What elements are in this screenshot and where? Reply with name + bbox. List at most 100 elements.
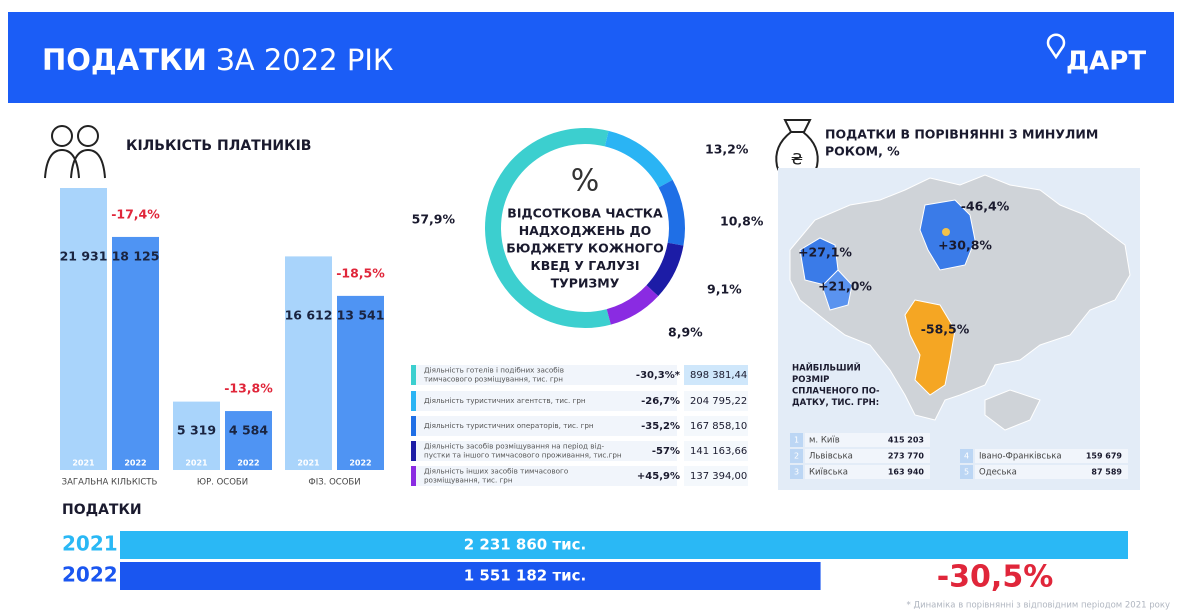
map-crimea bbox=[984, 389, 1041, 431]
payer-year: 2022 bbox=[124, 459, 146, 468]
map-change-label: -58,5% bbox=[921, 322, 970, 337]
map-country bbox=[789, 174, 1131, 421]
taxes-year: 2021 bbox=[62, 532, 118, 556]
title-bold: ПОДАТКИ bbox=[42, 43, 207, 77]
table-row-value: 204 795,22 bbox=[690, 396, 747, 407]
payers-title: КІЛЬКІСТЬ ПЛАТНИКІВ bbox=[126, 138, 311, 154]
rank-box bbox=[960, 465, 973, 479]
header-title: ПОДАТКИ ЗА 2022 РІК bbox=[42, 43, 394, 77]
payer-year: 2021 bbox=[72, 459, 95, 468]
logo-pin bbox=[1046, 33, 1066, 60]
table-row-label: пустки та іншого тимчасового проживання,… bbox=[424, 451, 622, 460]
table-value-bg bbox=[684, 466, 748, 486]
table-row-label: Діяльність туристичних операторів, тис. … bbox=[424, 421, 594, 430]
rank-number: 1 bbox=[794, 436, 799, 445]
payer-change: -13,8% bbox=[224, 381, 273, 396]
map-change-label: +21,0% bbox=[818, 279, 872, 294]
rank-row-bg bbox=[805, 449, 930, 463]
map-legend-title: ДАТКУ, ТИС. ГРН: bbox=[792, 398, 879, 408]
payer-bar bbox=[112, 236, 159, 470]
rank-box bbox=[790, 465, 803, 479]
map-title: РОКОМ, % bbox=[825, 144, 900, 159]
payer-bar bbox=[173, 401, 220, 470]
map-legend-title: НАЙБІЛЬШИЙ bbox=[792, 362, 861, 374]
rank-name: Київська bbox=[809, 468, 848, 478]
donut-center-text: БЮДЖЕТУ КОЖНОГО bbox=[506, 241, 664, 256]
donut-symbol: % bbox=[571, 164, 600, 199]
table-row-label: розміщування, тис. грн bbox=[424, 476, 513, 485]
payer-year: 2021 bbox=[185, 459, 208, 468]
map-odesa-region bbox=[904, 299, 956, 396]
donut-value-label: 13,2% bbox=[705, 142, 749, 157]
payer-value-label: 5 319 bbox=[177, 423, 216, 438]
donut-segment bbox=[658, 179, 685, 246]
table-row-change: -35,2% bbox=[641, 421, 680, 432]
table-row-label: Діяльність інших засобів тимчасового bbox=[424, 467, 568, 476]
map-legend-title: СПЛАЧЕНОГО ПО- bbox=[792, 387, 880, 397]
header-band bbox=[8, 12, 1174, 103]
taxes-year: 2022 bbox=[62, 563, 118, 587]
svg-text:₴: ₴ bbox=[791, 150, 803, 169]
table-row-label: тимчасового розміщування, тис. грн bbox=[424, 375, 563, 384]
map-change-label: +30,8% bbox=[938, 238, 992, 253]
table-row-label: Діяльність засобів розміщування на періо… bbox=[424, 442, 604, 451]
logo: ДАРТ bbox=[1066, 47, 1146, 77]
payer-group-label: ЗАГАЛЬНА КІЛЬКІСТЬ bbox=[62, 478, 158, 488]
donut-center-text: НАДХОДЖЕНЬ ДО bbox=[519, 223, 652, 238]
donut-value-label: 10,8% bbox=[720, 214, 764, 229]
table-row-bg bbox=[411, 391, 677, 411]
payer-year: 2022 bbox=[237, 459, 259, 468]
table-row-bg bbox=[411, 441, 677, 461]
map-change-label: -46,4% bbox=[961, 199, 1010, 214]
table-value-bg bbox=[684, 365, 748, 385]
taxes-title: ПОДАТКИ bbox=[62, 502, 142, 518]
payer-bar bbox=[60, 188, 107, 470]
rank-box bbox=[960, 449, 973, 463]
table-row-marker bbox=[411, 466, 416, 486]
rank-number: 5 bbox=[964, 468, 969, 477]
table-row-change: -57% bbox=[652, 446, 680, 457]
payer-value-label: 16 612 bbox=[285, 307, 333, 322]
table-row-marker bbox=[411, 416, 416, 436]
payer-value-label: 4 584 bbox=[229, 423, 268, 438]
rank-value: 273 770 bbox=[888, 452, 925, 461]
table-row-marker bbox=[411, 441, 416, 461]
table-row-marker bbox=[411, 391, 416, 411]
donut-center-text: ВІДСОТКОВА ЧАСТКА bbox=[507, 206, 663, 221]
payer-change: -17,4% bbox=[111, 206, 160, 221]
rank-number: 2 bbox=[794, 452, 799, 461]
map-ifrankivsk-region bbox=[821, 269, 853, 311]
payer-value-label: 13 541 bbox=[337, 307, 385, 322]
table-row-value: 898 381,44 bbox=[690, 370, 747, 381]
table-value-bg bbox=[684, 391, 748, 411]
rank-number: 3 bbox=[794, 468, 799, 477]
rank-box bbox=[790, 433, 803, 447]
footnote: * Динаміка в порівнянні з відповідним пе… bbox=[907, 601, 1171, 611]
rank-row-bg bbox=[975, 465, 1128, 479]
taxes-change: -30,5% bbox=[937, 560, 1054, 595]
table-value-bg bbox=[684, 416, 748, 436]
table-row-value: 141 163,66 bbox=[690, 446, 747, 457]
payer-year: 2021 bbox=[297, 459, 320, 468]
map-legend-title: РОЗМІР bbox=[792, 375, 829, 385]
taxes-bar bbox=[120, 562, 821, 590]
donut-center-text: КВЕД У ГАЛУЗІ bbox=[531, 258, 640, 273]
table-row-change: -30,3%* bbox=[636, 370, 681, 381]
table-row-bg bbox=[411, 466, 677, 486]
rank-row-bg bbox=[975, 449, 1128, 463]
taxes-bar bbox=[120, 531, 1128, 559]
rank-row-bg bbox=[805, 465, 930, 479]
rank-value: 415 203 bbox=[888, 436, 924, 445]
payer-bar bbox=[225, 411, 272, 470]
rank-name: Одеська bbox=[979, 468, 1017, 478]
payer-bar bbox=[285, 256, 332, 470]
map-kyiv-city bbox=[942, 228, 950, 236]
rank-name: Івано-Франківська bbox=[979, 452, 1062, 462]
table-row-label: Діяльність готелів і подібних засобів bbox=[424, 366, 564, 375]
map-change-label: +27,1% bbox=[798, 245, 852, 260]
rank-value: 159 679 bbox=[1086, 452, 1123, 461]
table-row-change: -26,7% bbox=[641, 396, 680, 407]
donut-center-text: ТУРИЗМУ bbox=[551, 276, 620, 291]
taxes-value-label: 2 231 860 тис. bbox=[464, 536, 587, 554]
rank-row-bg bbox=[805, 433, 930, 447]
